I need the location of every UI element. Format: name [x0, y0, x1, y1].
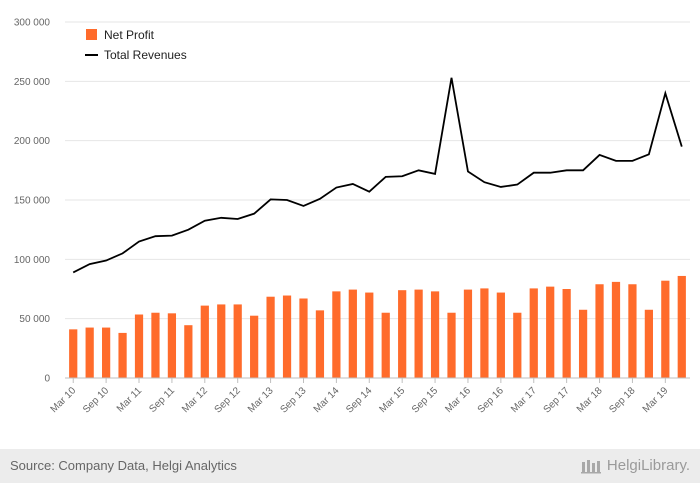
x-tick-label: Sep 10: [81, 385, 111, 415]
x-tick-label: Mar 13: [246, 385, 276, 415]
x-tick-label: Sep 13: [278, 385, 308, 415]
bar-net-profit: [578, 309, 588, 378]
x-axis: Mar 10 Sep 10 Mar 11 Sep 11 Mar 12 Sep 12 Mar …: [49, 377, 690, 416]
bar-net-profit: [266, 296, 275, 378]
bar-net-profit: [250, 315, 259, 378]
bar-net-profit: [118, 332, 127, 378]
x-tick-label: Mar 16: [443, 385, 473, 415]
chart-svg: 0 50 000 100 000 150 000 200 000 250 000 300 0…: [14, 18, 690, 416]
legend-swatch-net-profit: [86, 29, 97, 40]
bar-net-profit: [595, 284, 604, 378]
y-axis: 0 50 000 100 000 150 000 200 000 250 000 300 0…: [14, 18, 51, 385]
bar-net-profit: [69, 329, 78, 378]
brand-logo: HelgiLibrary.: [580, 456, 690, 474]
bar-net-profit: [644, 309, 653, 378]
bar-net-profit: [134, 314, 144, 378]
y-tick-label: 250 000: [14, 77, 51, 88]
x-tick-label: Sep 15: [410, 385, 440, 415]
bar-net-profit: [348, 289, 357, 378]
bar-net-profit: [447, 312, 456, 378]
bar-net-profit: [430, 291, 440, 378]
line-total-revenues: [72, 77, 683, 274]
x-tick-label: Sep 12: [213, 385, 243, 415]
brand-name: HelgiLibrary.: [606, 456, 690, 474]
grid: [65, 21, 690, 320]
bar-net-profit: [546, 286, 555, 378]
bar-net-profit: [611, 281, 621, 378]
x-tick-label: Mar 14: [312, 385, 342, 415]
bar-net-profit: [167, 313, 177, 378]
bar-net-profit: [529, 288, 538, 378]
bar-net-profit: [102, 327, 111, 378]
x-tick-label: Mar 19: [641, 385, 671, 415]
bar-net-profit: [233, 304, 242, 378]
y-tick-label: 50 000: [19, 314, 50, 325]
bar-net-profit: [365, 292, 374, 378]
x-tick-label: Mar 10: [49, 385, 79, 415]
bar-net-profit: [315, 310, 325, 378]
total-revenues-line-group: [72, 77, 683, 274]
bar-net-profit: [513, 312, 522, 378]
bar-net-profit: [282, 295, 292, 378]
y-tick-label: 300 000: [14, 18, 51, 29]
bar-net-profit: [200, 305, 209, 378]
bar-net-profit: [299, 298, 308, 378]
x-tick-label: Mar 17: [509, 385, 539, 415]
x-tick-label: Mar 15: [378, 385, 408, 415]
bar-net-profit: [85, 327, 94, 378]
bar-net-profit: [480, 288, 489, 378]
bar-net-profit: [151, 312, 160, 378]
x-tick-label: Sep 14: [344, 385, 374, 415]
legend-label-total-revenues: Total Revenues: [104, 48, 187, 62]
legend-label-net-profit: Net Profit: [104, 28, 155, 42]
bar-net-profit: [496, 292, 505, 378]
x-tick-label: Mar 12: [180, 385, 210, 415]
footer-bar: Source: Company Data, Helgi Analytics He…: [0, 449, 700, 483]
x-tick-label: Sep 11: [147, 385, 177, 415]
legend: Net Profit Total Revenues: [85, 28, 187, 62]
bar-net-profit: [398, 290, 407, 378]
y-tick-label: 200 000: [14, 136, 51, 147]
bar-net-profit: [677, 275, 686, 378]
x-tick-label: Mar 11: [115, 385, 145, 415]
bar-net-profit: [217, 304, 226, 378]
bar-net-profit: [414, 289, 423, 378]
y-tick-label: 100 000: [14, 255, 51, 266]
bar-net-profit: [332, 291, 341, 378]
bar-net-profit: [381, 312, 390, 378]
y-tick-label: 0: [44, 374, 50, 385]
x-tick-label: Sep 18: [607, 385, 637, 415]
bar-net-profit: [628, 284, 637, 378]
bar-net-profit: [184, 325, 193, 378]
net-profit-bars: [69, 275, 686, 378]
x-tick-label: Sep 16: [476, 385, 506, 415]
bar-net-profit: [562, 289, 571, 378]
x-tick-label: Sep 17: [542, 385, 572, 415]
y-tick-label: 150 000: [14, 196, 51, 207]
source-text: Source: Company Data, Helgi Analytics: [10, 458, 237, 473]
bar-net-profit: [463, 289, 473, 378]
bar-net-profit: [661, 280, 670, 378]
x-tick-label: Mar 18: [575, 385, 605, 415]
library-icon: [580, 460, 601, 474]
